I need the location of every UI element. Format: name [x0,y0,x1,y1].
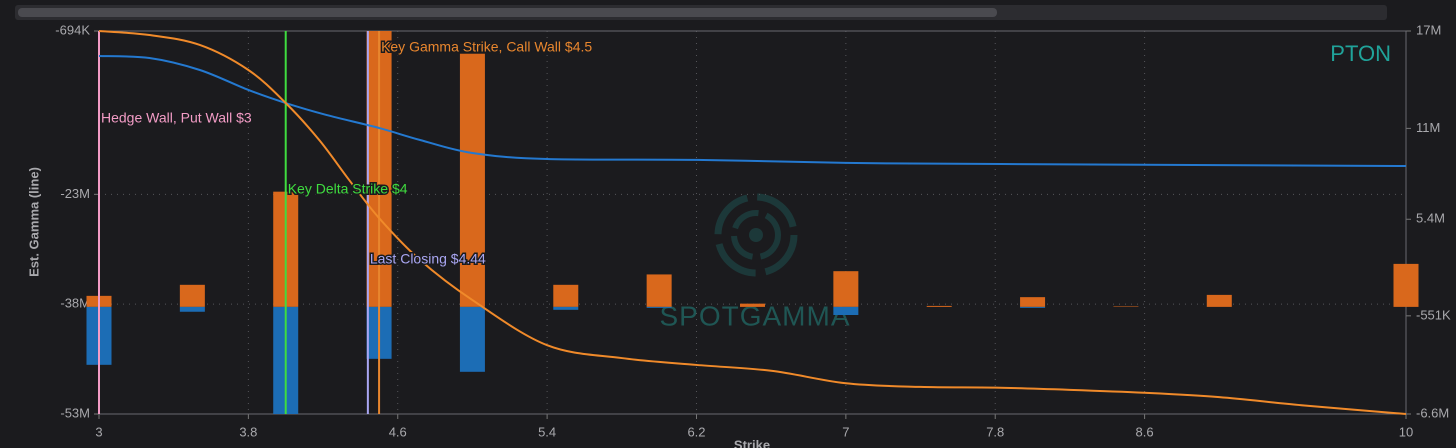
bar [553,306,579,310]
line [98,55,1407,167]
bar [1020,297,1046,307]
y2-tick-label: -6.6M [1416,405,1449,420]
y2-tick-label: 5.4M [1416,211,1445,226]
bar [1206,294,1232,307]
x-tick-label: 7 [842,424,849,439]
x-tick-label: 3.8 [239,424,257,439]
x-tick-label: 5.4 [538,424,556,439]
bar [459,53,485,307]
y2-tick-label: -551K [1416,307,1451,322]
x-tick-label: 10 [1399,424,1413,439]
y-axis-label: Est. Gamma (line) [26,167,41,277]
x-tick-label: 7.8 [986,424,1004,439]
bar [833,306,859,316]
annotation-label: Last Closing $4.44 [370,251,486,267]
scrollbar-thumb[interactable] [18,8,997,17]
annotation-label: Hedge Wall, Put Wall $3 [101,110,252,126]
bar [179,284,205,307]
annotation-label: Key Gamma Strike, Call Wall $4.5 [381,39,592,55]
line [98,30,1407,415]
y-tick-label: -23M [60,186,90,201]
bar [179,306,205,312]
bar [1020,306,1046,308]
watermark-logo [714,193,798,277]
annotation-label: Key Delta Strike $4 [288,181,408,197]
y-tick-label: -53M [60,405,90,420]
bar [740,303,765,307]
x-tick-label: 6.2 [687,424,705,439]
y-tick-label: -38M [60,296,90,311]
bar [646,306,672,308]
bar [646,274,672,307]
x-tick-label: 4.6 [389,424,407,439]
y2-tick-label: 17M [1416,22,1441,37]
bar [1393,263,1419,307]
bar [833,271,859,307]
bar [553,284,579,307]
y2-tick-label: 11M [1416,120,1440,135]
y-tick-label: -694K [55,22,90,37]
bar [926,305,952,307]
x-axis-label: Strike [734,437,770,448]
x-tick-label: 8.6 [1136,424,1154,439]
x-tick-label: 3 [95,424,102,439]
chart-title: PTON [1330,41,1391,66]
bar [459,306,485,372]
